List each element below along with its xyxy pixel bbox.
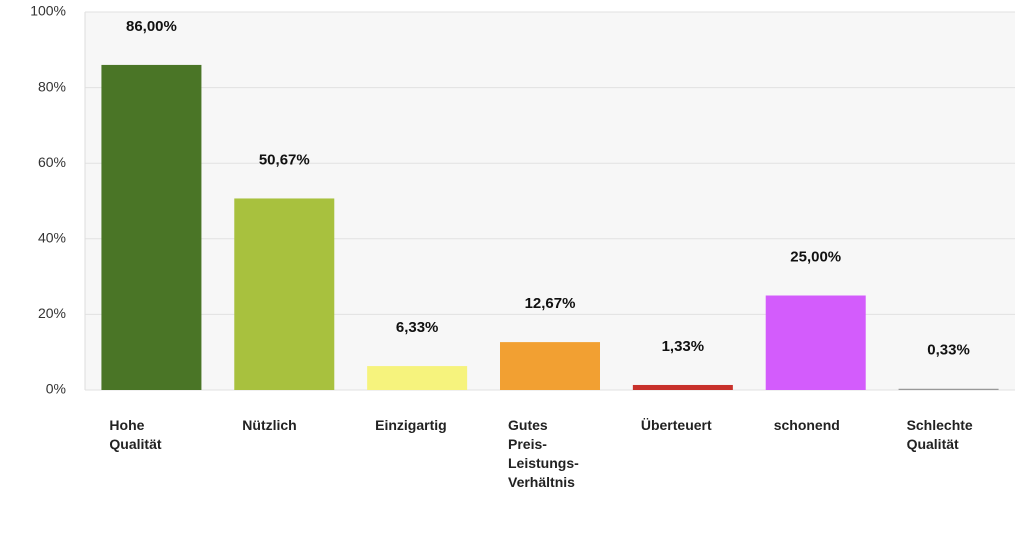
- y-tick-label: 60%: [38, 154, 66, 170]
- value-label: 0,33%: [927, 342, 970, 359]
- bar: [367, 366, 468, 390]
- y-tick-label: 0%: [46, 381, 66, 397]
- y-tick-label: 20%: [38, 305, 66, 321]
- x-tick-label: Hohe Qualität: [109, 417, 162, 452]
- value-label: 86,00%: [126, 18, 177, 35]
- y-tick-label: 40%: [38, 230, 66, 246]
- bar: [234, 198, 335, 390]
- y-tick-label: 100%: [30, 3, 66, 19]
- bar: [765, 295, 866, 390]
- x-tick-label: Einzigartig: [375, 417, 447, 433]
- x-tick-label: Nützlich: [242, 417, 297, 433]
- x-tick-label: Schlechte Qualität: [906, 417, 973, 452]
- bar: [101, 64, 202, 391]
- y-tick-label: 80%: [38, 78, 66, 94]
- value-label: 50,67%: [259, 151, 310, 168]
- value-label: 25,00%: [790, 248, 841, 265]
- bar: [898, 388, 999, 390]
- x-tick-label: schonend: [773, 417, 840, 433]
- value-label: 1,33%: [662, 338, 705, 355]
- x-tick-label: Gutes Preis-Leistungs-Verhältnis: [508, 417, 579, 490]
- value-label: 6,33%: [396, 319, 439, 336]
- x-tick-label: Überteuert: [640, 417, 712, 433]
- plot-background: [85, 12, 1015, 390]
- bar: [500, 342, 600, 390]
- value-label: 12,67%: [525, 295, 576, 312]
- bar: [632, 384, 733, 390]
